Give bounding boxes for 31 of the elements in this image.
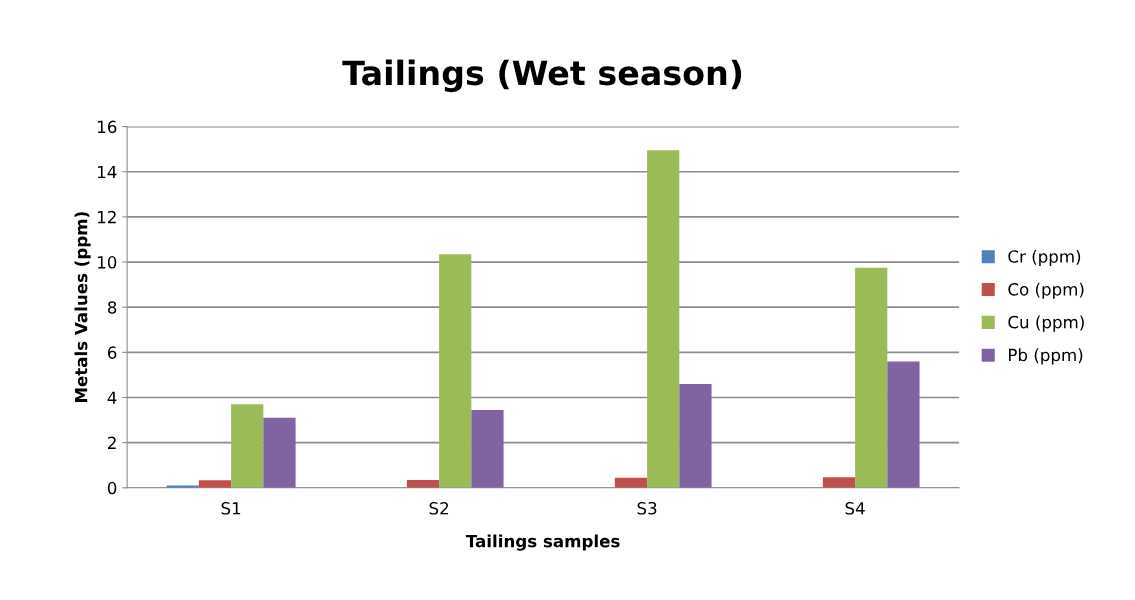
x-tick-label: S2 (429, 501, 449, 515)
y-tick-label: 16 (98, 120, 117, 134)
bar (439, 254, 472, 488)
bar (198, 480, 232, 488)
legend-label: Cr (ppm) (1008, 249, 1081, 267)
bar (679, 383, 712, 488)
y-axis-title: Metals Values (ppm) (74, 212, 91, 403)
y-tick-label: 8 (107, 301, 117, 314)
x-axis-title: Tailings samples (465, 534, 620, 551)
bar (263, 417, 296, 488)
bar (822, 477, 856, 488)
legend-label: Pb (ppm) (1009, 348, 1083, 365)
x-tick-label: S4 (845, 501, 865, 515)
y-tick-label: 14 (98, 165, 117, 179)
y-tick-label: 6 (107, 346, 117, 359)
bar (887, 361, 920, 488)
bar (471, 409, 504, 488)
x-tick-label: S1 (221, 501, 241, 515)
bar (647, 150, 680, 488)
y-tick-label: 10 (98, 256, 117, 269)
x-tick-label: S3 (637, 501, 657, 515)
legend-label: Co (ppm) (1008, 282, 1084, 299)
bar (614, 477, 648, 488)
y-tick-label: 12 (98, 210, 116, 224)
bar (231, 404, 264, 488)
bar (855, 267, 888, 488)
legend-label: Cu (ppm) (1008, 315, 1084, 332)
chart-title: Tailings (Wet season) (342, 59, 742, 93)
y-tick-label: 4 (107, 391, 117, 404)
y-tick-label: 0 (107, 481, 117, 495)
y-tick-label: 2 (108, 436, 116, 449)
